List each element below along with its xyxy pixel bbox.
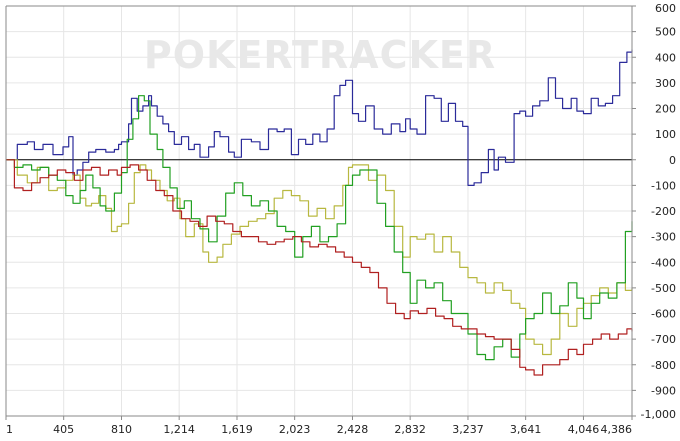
y-tick-label-8: -200 xyxy=(651,205,676,218)
y-tick-label-2: 400 xyxy=(655,51,676,64)
y-tick-label-1: 500 xyxy=(655,26,676,39)
y-tick-label-10: -400 xyxy=(651,256,676,269)
x-tick-labels: 1 405 810 1,214 1,619 2,023 2,428 2,832 3,237 3,6… xyxy=(6,423,632,436)
y-tick-label-14: -800 xyxy=(651,359,676,372)
y-tick-label-5: 100 xyxy=(655,128,676,141)
x-tick-label-0: 1 xyxy=(6,423,13,436)
x-tick-label-4: 1,619 xyxy=(221,423,253,436)
y-tick-label-4: 200 xyxy=(655,103,676,116)
x-tick-label-11: 4,386 xyxy=(601,423,633,436)
x-tick-label-3: 1,214 xyxy=(163,423,195,436)
x-tick-label-7: 2,832 xyxy=(394,423,426,436)
x-tick-label-9: 3,641 xyxy=(510,423,542,436)
x-tick-label-10: 4,046 xyxy=(568,423,600,436)
axes xyxy=(5,5,636,420)
y-tick-labels: 600 500 400 300 200 100 0 -100 -200 -300 -400 -500 -… xyxy=(641,2,676,421)
series-line-3 xyxy=(6,159,633,376)
x-tick-label-1: 405 xyxy=(53,423,74,436)
x-tick-label-8: 3,237 xyxy=(452,423,484,436)
series-line-2 xyxy=(6,95,633,361)
x-tick-label-6: 2,428 xyxy=(337,423,369,436)
y-tick-label-9: -300 xyxy=(651,231,676,244)
y-tick-label-6: 0 xyxy=(669,154,676,167)
y-tick-label-7: -100 xyxy=(651,179,676,192)
y-tick-label-3: 300 xyxy=(655,77,676,90)
y-tick-label-11: -500 xyxy=(651,282,676,295)
x-tick-label-5: 2,023 xyxy=(279,423,311,436)
y-tick-label-13: -700 xyxy=(651,333,676,346)
series-layer xyxy=(6,49,633,376)
watermark-text: POKERTRACKER xyxy=(144,33,496,77)
y-tick-label-12: -600 xyxy=(651,308,676,321)
y-tick-label-15: -900 xyxy=(651,384,676,397)
y-tick-label-0: 600 xyxy=(655,2,676,15)
x-tick-label-2: 810 xyxy=(111,423,132,436)
y-tick-label-16: -1,000 xyxy=(641,408,676,421)
series-line-0 xyxy=(6,49,633,186)
